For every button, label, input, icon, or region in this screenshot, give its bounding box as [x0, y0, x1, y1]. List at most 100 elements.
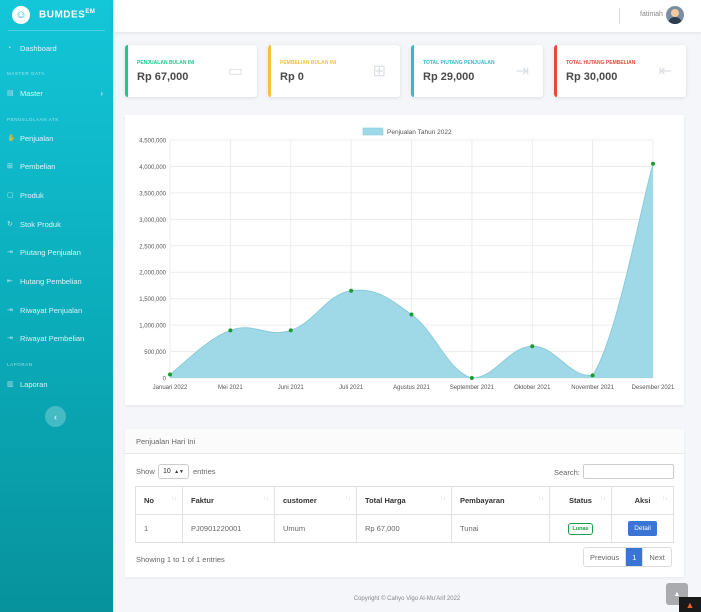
cart-icon: ⊞: [7, 163, 13, 170]
sidebar-toggle-button[interactable]: ‹: [45, 406, 66, 427]
col-pembayaran[interactable]: Pembayaran ↑↓: [451, 486, 550, 515]
data-point: [469, 376, 474, 380]
col-customer[interactable]: customer ↑↓: [274, 486, 357, 515]
sidebar-item-label: Pembelian: [20, 161, 56, 171]
col-label: customer: [283, 496, 317, 505]
sidebar-item-produk[interactable]: ▢ Produk: [0, 186, 113, 204]
brand[interactable]: ☺ BUMDESEM: [0, 0, 113, 30]
sign-in-icon: ⇥: [7, 335, 13, 342]
sidebar-item-stok-produk[interactable]: ↻ Stok Produk: [0, 215, 113, 233]
chart-icon: ▥: [7, 381, 14, 388]
col-label: Total Harga: [365, 496, 406, 505]
pager-previous[interactable]: Previous: [584, 548, 627, 566]
cell-total: Rp 67,000: [356, 514, 452, 543]
sales-area-chart: 0 500,000 1,000,000 1,500,000 2,000,000 2,500…: [139, 127, 675, 391]
sidebar-item-label: Master: [20, 88, 43, 98]
sidebar-item-label: Riwayat Penjualan: [20, 305, 83, 315]
avatar-head: [671, 9, 679, 17]
sales-table: No ↑↓ Faktur ↑↓ customer ↑↓ Total Harga ↑↓ P…: [135, 486, 674, 543]
sidebar-item-label: Piutang Penjualan: [20, 247, 81, 257]
col-total-harga[interactable]: Total Harga ↑↓: [356, 486, 452, 515]
pager-page-1[interactable]: 1: [626, 548, 644, 566]
x-tick-label: November 2021: [571, 385, 614, 391]
sidebar-item-piutang-penjualan[interactable]: ⇥ Piutang Penjualan: [0, 243, 113, 261]
table-panel-header: Penjualan Hari Ini: [125, 429, 684, 454]
user-name[interactable]: fatimah: [640, 11, 663, 18]
sidebar-item-laporan[interactable]: ▥ Laporan: [0, 375, 113, 393]
sign-in-icon: ⇥: [7, 249, 13, 256]
card-label: Penjualan Bulan Ini: [137, 60, 195, 66]
data-point: [288, 328, 293, 333]
entries-label: entries: [193, 467, 216, 476]
x-tick-label: Desember 2021: [632, 385, 675, 391]
sidebar-item-penjualan[interactable]: ✋ Penjualan: [0, 129, 113, 147]
sidebar-item-master[interactable]: ▤ Master ›: [0, 84, 113, 102]
sidebar-item-riwayat-pembelian[interactable]: ⇥ Riwayat Pembelian: [0, 329, 113, 347]
show-label: Show: [136, 467, 155, 476]
sidebar-item-pembelian[interactable]: ⊞ Pembelian: [0, 157, 113, 175]
sign-in-icon: ⇥: [515, 63, 529, 80]
box-icon: ▢: [7, 192, 14, 199]
card-penjualan-bulan-ini: Penjualan Bulan Ini Rp 67,000 ▭: [125, 45, 257, 97]
col-status[interactable]: Status ↑↓: [549, 486, 612, 515]
detail-button[interactable]: Detail: [628, 521, 657, 536]
col-aksi[interactable]: Aksi ↑↓: [611, 486, 674, 515]
sign-out-icon: ⇤: [658, 63, 672, 80]
sidebar-item-hutang-pembelian[interactable]: ⇤ Hutang Pembelian: [0, 272, 113, 290]
table-info: Showing 1 to 1 of 1 entries: [136, 555, 225, 564]
card-value: Rp 30,000: [566, 71, 618, 83]
y-tick-label: 3,500,000: [139, 191, 166, 197]
cell-aksi: Detail: [611, 514, 674, 543]
cell-faktur: PJ0901220001: [182, 514, 275, 543]
topbar-divider: [619, 8, 620, 24]
y-tick-label: 0: [163, 377, 167, 383]
table-panel: Penjualan Hari Ini Show 10 ▲▼ entries Se…: [125, 429, 684, 577]
entries-select[interactable]: 10 ▲▼: [158, 464, 189, 479]
chevron-up-icon: ▲: [673, 590, 681, 598]
cell-status: Lunas: [549, 514, 612, 543]
sidebar-item-label: Hutang Pembelian: [20, 276, 82, 286]
table-header-row: No ↑↓ Faktur ↑↓ customer ↑↓ Total Harga ↑↓ P…: [135, 486, 674, 515]
sign-out-icon: ⇤: [7, 278, 13, 285]
x-tick-label: September 2021: [450, 385, 495, 391]
card-total-piutang: Total Piutang Penjualan Rp 29,000 ⇥: [411, 45, 543, 97]
cell-customer: Umum: [274, 514, 357, 543]
y-tick-label: 2,000,000: [139, 271, 166, 277]
card-label: Total Hutang Pembelian: [566, 60, 636, 66]
data-point: [409, 312, 414, 317]
brand-sup: EM: [85, 9, 96, 16]
col-faktur[interactable]: Faktur ↑↓: [182, 486, 275, 515]
dashboard-icon: ◔: [7, 44, 12, 52]
x-tick-label: Agustus 2021: [393, 385, 430, 391]
sidebar-item-label: Riwayat Pembelian: [20, 333, 85, 343]
x-tick-label: Oktober 2021: [514, 385, 551, 391]
legend-label: Penjualan Tahun 2022: [387, 129, 452, 136]
col-no[interactable]: No ↑↓: [135, 486, 183, 515]
table-row: 1 PJ0901220001 Umum Rp 67,000 Tunai Luna…: [135, 514, 674, 543]
card-label: Total Piutang Penjualan: [423, 60, 495, 66]
avatar-body: [668, 17, 682, 24]
y-tick-label: 2,500,000: [139, 244, 166, 250]
card-value: Rp 0: [280, 71, 304, 83]
sidebar-item-label: Stok Produk: [20, 219, 61, 229]
y-tick-label: 1,000,000: [139, 324, 166, 330]
chevron-right-icon: ›: [100, 88, 103, 98]
flame-icon: ▲: [679, 597, 701, 612]
col-label: Pembayaran: [460, 496, 505, 505]
data-point: [530, 344, 535, 349]
brand-name: BUMDES: [39, 9, 86, 21]
sort-icon: ↑↓: [440, 496, 446, 502]
data-point: [168, 372, 172, 377]
y-tick-label: 500,000: [144, 350, 166, 356]
search-input[interactable]: [583, 464, 674, 479]
avatar[interactable]: [666, 6, 684, 24]
pager-next[interactable]: Next: [649, 552, 665, 562]
pagination: Previous 1 Next: [583, 547, 672, 567]
y-tick-label: 4,000,000: [139, 165, 166, 171]
table-panel-title: Penjualan Hari Ini: [136, 437, 196, 446]
sidebar-item-riwayat-penjualan[interactable]: ⇥ Riwayat Penjualan: [0, 301, 113, 319]
x-tick-label: Juni 2021: [278, 385, 305, 391]
search-label: Search:: [554, 468, 580, 477]
sidebar-item-dashboard[interactable]: ◔ Dashboard: [0, 39, 113, 57]
col-label: Aksi: [634, 496, 651, 505]
